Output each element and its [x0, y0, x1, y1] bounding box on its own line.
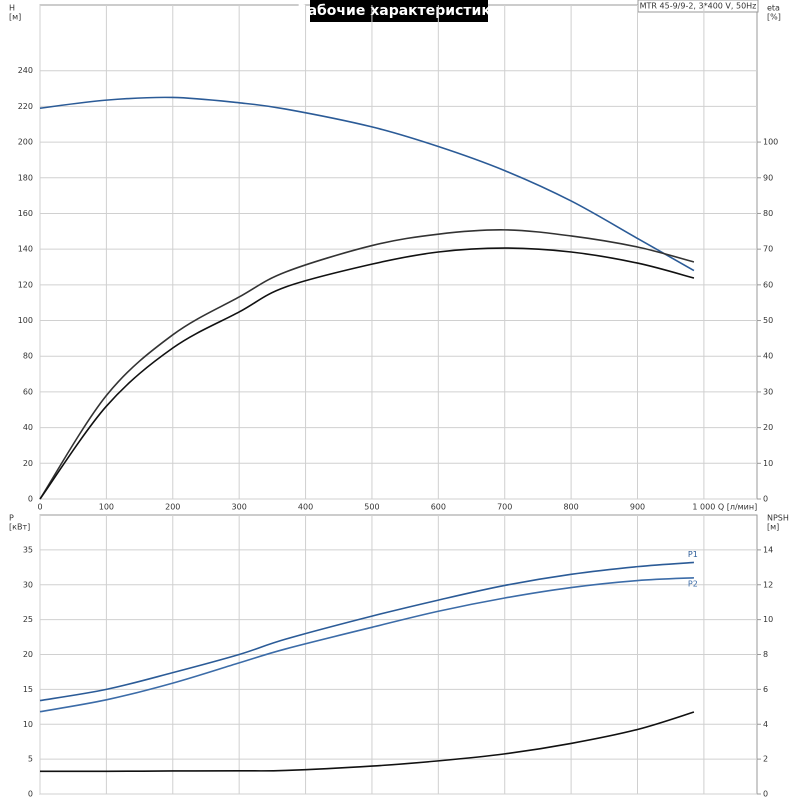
y2-tick-label: 14: [763, 545, 773, 554]
curve: [39, 247, 695, 500]
series-label: P2: [688, 579, 698, 588]
y2-axis-title: eta: [767, 4, 780, 13]
y-tick-label: 20: [23, 459, 33, 468]
subtitle: MTR 45-9/9-2, 3*400 V, 50Hz: [640, 2, 757, 11]
y2-tick-label: 12: [763, 580, 773, 589]
y2-tick-label: 8: [763, 650, 768, 659]
y-tick-label: 200: [18, 138, 33, 147]
title-box: [310, 0, 488, 22]
y-axis-title: H: [9, 4, 15, 13]
y-tick-label: 25: [23, 615, 33, 624]
x-tick-label: 400: [298, 503, 313, 512]
y2-tick-label: 50: [763, 316, 773, 325]
y-tick-label: 35: [23, 545, 33, 554]
x-tick-label: 1 000: [692, 503, 715, 512]
curve: [39, 96, 695, 272]
y2-tick-label: 10: [763, 459, 773, 468]
y2-tick-label: 70: [763, 245, 773, 254]
x-tick-label: 300: [232, 503, 247, 512]
x-axis-title: Q [л/мин]: [718, 503, 757, 512]
y-tick-label: 80: [23, 352, 33, 361]
y-tick-label: 10: [23, 720, 33, 729]
x-tick-label: 800: [563, 503, 578, 512]
y-tick-label: 140: [18, 245, 33, 254]
x-tick-label: 500: [364, 503, 379, 512]
y-tick-label: 180: [18, 173, 33, 182]
series-label: P1: [688, 550, 698, 559]
y2-tick-label: 20: [763, 423, 773, 432]
x-tick-label: 600: [431, 503, 446, 512]
y2-tick-label: 2: [763, 755, 768, 764]
y2-tick-label: 4: [763, 720, 768, 729]
x-tick-label: 700: [497, 503, 512, 512]
y2-tick-label: 0: [763, 790, 768, 799]
y2-tick-label: 0: [763, 495, 768, 504]
y-tick-label: 0: [28, 790, 33, 799]
y-axis-unit: [м]: [9, 13, 21, 22]
y2-axis-title: NPSH: [767, 514, 789, 523]
y-tick-label: 240: [18, 66, 33, 75]
curve: [39, 576, 694, 713]
y-tick-label: 0: [28, 495, 33, 504]
curve: [39, 561, 694, 702]
y-tick-label: 120: [18, 280, 33, 289]
plot-frame: [39, 4, 758, 500]
y-axis-title: P: [9, 514, 14, 523]
y-tick-label: 30: [23, 580, 33, 589]
curve: [39, 229, 695, 500]
y2-axis-unit: [м]: [767, 523, 779, 532]
y2-tick-label: 80: [763, 209, 773, 218]
y2-tick-label: 90: [763, 173, 773, 182]
y-tick-label: 40: [23, 423, 33, 432]
y2-tick-label: 60: [763, 280, 773, 289]
y-tick-label: 60: [23, 387, 33, 396]
y2-tick-label: 6: [763, 685, 768, 694]
y-tick-label: 15: [23, 685, 33, 694]
y-tick-label: 160: [18, 209, 33, 218]
curve: [39, 711, 695, 773]
y2-axis-unit: [%]: [767, 13, 781, 22]
y2-tick-label: 100: [763, 138, 778, 147]
y-axis-unit: [кВт]: [9, 523, 30, 532]
y-tick-label: 220: [18, 102, 33, 111]
x-tick-label: 900: [630, 503, 645, 512]
y-tick-label: 5: [28, 755, 33, 764]
y2-tick-label: 30: [763, 387, 773, 396]
x-tick-label: 0: [37, 503, 42, 512]
y-tick-label: 100: [18, 316, 33, 325]
y-tick-label: 20: [23, 650, 33, 659]
y2-tick-label: 10: [763, 615, 773, 624]
y2-tick-label: 40: [763, 352, 773, 361]
x-tick-label: 100: [99, 503, 114, 512]
chart-title: Рабочие характеристики: [297, 3, 500, 19]
x-tick-label: 200: [165, 503, 180, 512]
